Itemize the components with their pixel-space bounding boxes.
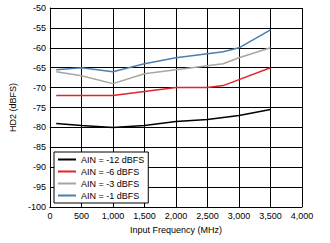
svg-text:AIN = -12 dBFS: AIN = -12 dBFS — [81, 155, 144, 165]
svg-text:2,500: 2,500 — [196, 211, 219, 221]
svg-text:-55: -55 — [33, 23, 46, 33]
svg-text:1,500: 1,500 — [133, 211, 156, 221]
svg-text:Input Frequency (MHz): Input Frequency (MHz) — [130, 225, 222, 235]
svg-text:-70: -70 — [33, 83, 46, 93]
svg-text:-60: -60 — [33, 43, 46, 53]
svg-text:AIN = -6 dBFS: AIN = -6 dBFS — [81, 167, 139, 177]
svg-text:-85: -85 — [33, 142, 46, 152]
svg-text:3,000: 3,000 — [228, 211, 251, 221]
svg-text:-80: -80 — [33, 122, 46, 132]
svg-text:3,500: 3,500 — [259, 211, 282, 221]
svg-text:-100: -100 — [28, 202, 46, 212]
svg-text:2,000: 2,000 — [165, 211, 188, 221]
svg-text:-90: -90 — [33, 162, 46, 172]
svg-text:AIN = -1 dBFS: AIN = -1 dBFS — [81, 191, 139, 201]
svg-text:AIN = -3 dBFS: AIN = -3 dBFS — [81, 179, 139, 189]
svg-text:0: 0 — [47, 211, 52, 221]
svg-text:4,000: 4,000 — [291, 211, 314, 221]
svg-text:-50: -50 — [33, 3, 46, 13]
svg-text:500: 500 — [74, 211, 89, 221]
svg-text:HD2 (dBFS): HD2 (dBFS) — [8, 83, 18, 132]
svg-text:-65: -65 — [33, 63, 46, 73]
svg-text:-95: -95 — [33, 182, 46, 192]
svg-text:1,000: 1,000 — [102, 211, 125, 221]
svg-text:-75: -75 — [33, 103, 46, 113]
